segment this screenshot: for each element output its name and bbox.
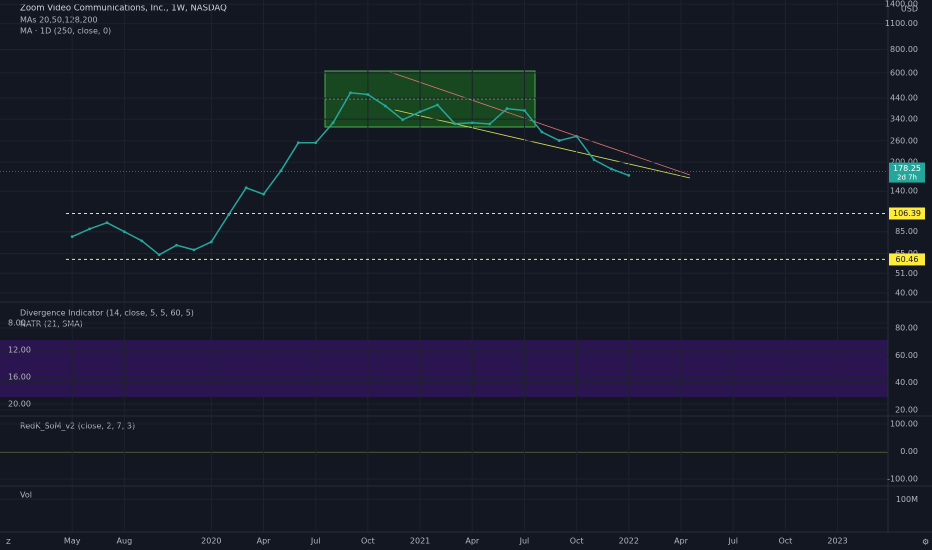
price-point [227,213,231,216]
x-tick-label: 2021 [410,537,430,546]
y-tick-label: 140.00 [890,187,918,196]
y-tick-label: 1400.00 [885,0,918,9]
y-tick-label: 85.00 [895,227,918,236]
panel-title: NATR (21, SMA) [20,320,83,329]
price-point [192,248,196,252]
price-point [140,239,144,243]
left-tick-label: 20.00 [8,400,31,409]
currency: USD [901,5,918,14]
price-point [157,253,161,257]
price-point [331,121,335,125]
price-point [470,121,474,125]
x-tick-label: Jul [727,537,738,546]
price-point [70,235,74,239]
x-tick-label: Apr [465,537,480,546]
price-point [88,227,91,231]
price-point [349,91,352,95]
price-point [122,230,126,234]
y-tick-label: 800.00 [890,45,918,54]
price-point [453,122,457,126]
x-tick-label: 2022 [619,537,639,546]
price-point [523,109,526,112]
x-tick-label: May [64,537,81,546]
y-tick-label: 340.00 [890,115,918,124]
y-tick-label: 100.00 [890,419,918,428]
y-tick-label: 80.00 [895,323,918,332]
price-point [488,122,492,126]
panel-title: Vol [20,491,32,500]
price-point [244,186,248,190]
x-tick-label: Jul [519,537,530,546]
panel-title: RedK_SoM_v2 (close, 2, 7, 3) [20,422,135,431]
trend-line [389,71,691,176]
price-point [557,139,561,142]
last-price-label: 178.25 [893,164,921,173]
price-point [366,93,370,96]
price-point [418,110,422,114]
price-point [175,243,178,247]
left-tick-label: 8.00 [8,319,26,328]
price-point [436,103,439,107]
y-tick-label: 260.00 [890,136,918,145]
level-tag-label: 60.46 [896,255,919,264]
symbol-title: Zoom Video Communications, Inc., 1W, NAS… [20,4,227,14]
price-point [314,141,318,145]
y-tick-label: 440.00 [890,94,918,103]
price-point [505,107,509,110]
price-point [592,158,596,162]
indicator-band [0,340,888,397]
price-point [610,167,613,171]
y-tick-label: 200.00 [890,158,918,167]
price-point [105,221,109,225]
y-tick-label: 1100.00 [885,19,918,28]
settings-icon[interactable]: Z [6,538,11,546]
x-tick-label: 2023 [827,537,847,546]
x-tick-label: Oct [361,537,375,546]
x-tick-label: Aug [117,537,133,546]
y-tick-label: 20.00 [895,405,918,414]
y-tick-label: 40.00 [895,289,918,298]
study-label: MA · 1D (250, close, 0) [20,27,111,36]
y-tick-label: 60.00 [895,351,918,360]
y-tick-label: 40.00 [895,378,918,387]
price-point [401,118,405,122]
x-tick-label: Jul [310,537,321,546]
y-tick-label: -100.00 [887,475,918,484]
y-tick-label: 51.00 [895,269,918,278]
x-tick-label: Oct [570,537,584,546]
trend-line [394,109,691,179]
price-point [279,169,283,173]
price-point [209,240,213,244]
left-tick-label: 12.00 [8,346,31,355]
x-tick-label: Apr [257,537,272,546]
level-tag [889,253,925,266]
price-point [383,104,387,108]
panel-title: Divergence Indicator (14, close, 5, 5, 6… [20,309,194,318]
last-price-tag [889,162,925,183]
y-tick-label: 0.00 [900,447,918,456]
level-tag-label: 106.39 [893,209,921,218]
y-tick-label: 600.00 [890,68,918,77]
settings-icon[interactable]: ⚙ [922,538,929,547]
price-point [296,141,300,145]
price-point [540,130,544,134]
x-tick-label: Apr [674,537,689,546]
x-tick-label: Oct [778,537,792,546]
left-tick-label: 16.00 [8,373,31,382]
level-tag [889,207,925,220]
countdown-label: 2d 7h [897,174,917,182]
price-point [575,134,579,138]
price-point [627,174,631,177]
study-label: MAs 20,50,128,200 [20,16,98,25]
y-tick-label: 100M [896,495,918,504]
x-tick-label: 2020 [201,537,221,546]
price-point [262,192,265,196]
